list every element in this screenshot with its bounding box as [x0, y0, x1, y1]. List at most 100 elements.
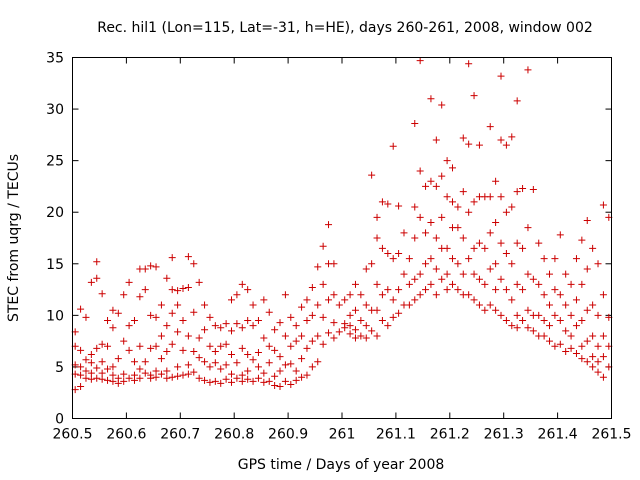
data-point	[497, 136, 505, 144]
data-point	[206, 378, 214, 386]
data-point	[271, 381, 279, 389]
data-point	[136, 365, 144, 373]
data-point	[276, 383, 284, 391]
data-point	[572, 296, 580, 304]
data-point	[228, 378, 236, 386]
data-point	[114, 355, 122, 363]
data-point	[470, 244, 478, 252]
data-point	[427, 95, 435, 103]
y-tick-label: 15	[46, 257, 64, 273]
data-point	[114, 309, 122, 317]
data-point	[104, 376, 112, 384]
data-point	[432, 136, 440, 144]
data-point	[475, 239, 483, 247]
data-point	[211, 377, 219, 385]
data-point	[373, 280, 381, 288]
data-point	[502, 249, 510, 257]
data-point	[373, 306, 381, 314]
data-point	[567, 332, 575, 340]
data-point	[448, 164, 456, 172]
data-point	[454, 260, 462, 268]
data-point	[524, 306, 532, 314]
data-point	[104, 342, 112, 350]
data-point	[254, 348, 262, 356]
data-point	[470, 270, 478, 278]
data-point	[93, 374, 101, 382]
data-point	[378, 244, 386, 252]
data-point	[589, 244, 597, 252]
data-point	[546, 337, 554, 345]
data-point	[562, 327, 570, 335]
data-point	[562, 301, 570, 309]
data-point	[222, 320, 230, 328]
data-point	[459, 234, 467, 242]
y-axis: 0 5 10 15 20 25 30 35	[46, 51, 612, 428]
data-point	[179, 371, 187, 379]
data-point	[362, 334, 370, 342]
data-point	[249, 322, 257, 330]
chart-title: Rec. hil1 (Lon=115, Lat=-31, h=HE), days…	[97, 20, 593, 36]
data-point	[190, 347, 198, 355]
data-point	[201, 358, 209, 366]
data-point	[389, 296, 397, 304]
data-point	[152, 263, 160, 271]
data-point	[448, 255, 456, 263]
plot-frame	[72, 57, 612, 419]
data-point	[141, 286, 149, 294]
data-point	[141, 358, 149, 366]
data-point	[427, 177, 435, 185]
data-point	[87, 359, 95, 367]
data-point	[109, 363, 117, 371]
data-point	[405, 255, 413, 263]
data-point	[373, 213, 381, 221]
data-point	[179, 317, 187, 325]
data-point	[298, 355, 306, 363]
data-point	[281, 291, 289, 299]
data-point	[368, 171, 376, 179]
y-tick-label: 25	[46, 154, 64, 170]
data-point	[508, 296, 516, 304]
data-point	[77, 371, 85, 379]
data-point	[502, 286, 510, 294]
data-point	[475, 275, 483, 283]
data-point	[432, 265, 440, 273]
data-point	[238, 280, 246, 288]
data-point	[184, 361, 192, 369]
data-point	[551, 342, 559, 350]
data-point	[163, 274, 171, 282]
data-point	[222, 375, 230, 383]
data-point	[276, 367, 284, 375]
data-point	[136, 342, 144, 350]
data-point	[303, 371, 311, 379]
data-point	[362, 322, 370, 330]
data-point	[109, 324, 117, 332]
data-point	[335, 328, 343, 336]
data-point	[125, 346, 133, 354]
data-point	[405, 280, 413, 288]
data-point	[125, 322, 133, 330]
data-point	[556, 291, 564, 299]
data-point	[346, 322, 354, 330]
data-point	[416, 213, 424, 221]
data-point	[195, 334, 203, 342]
data-point	[157, 370, 165, 378]
y-tick-label: 20	[46, 205, 64, 221]
data-point	[486, 265, 494, 273]
data-point	[400, 229, 408, 237]
data-point	[152, 342, 160, 350]
data-point	[308, 311, 316, 319]
data-point	[540, 332, 548, 340]
data-point	[508, 322, 516, 330]
data-point	[174, 287, 182, 295]
data-point	[244, 375, 252, 383]
data-point	[265, 308, 273, 316]
data-point	[492, 219, 500, 227]
data-point	[276, 353, 284, 361]
data-point	[265, 359, 273, 367]
data-point	[222, 361, 230, 369]
data-point	[195, 278, 203, 286]
data-point	[594, 311, 602, 319]
data-point	[260, 296, 268, 304]
data-point	[368, 327, 376, 335]
x-tick-label: 260.6	[106, 427, 146, 443]
